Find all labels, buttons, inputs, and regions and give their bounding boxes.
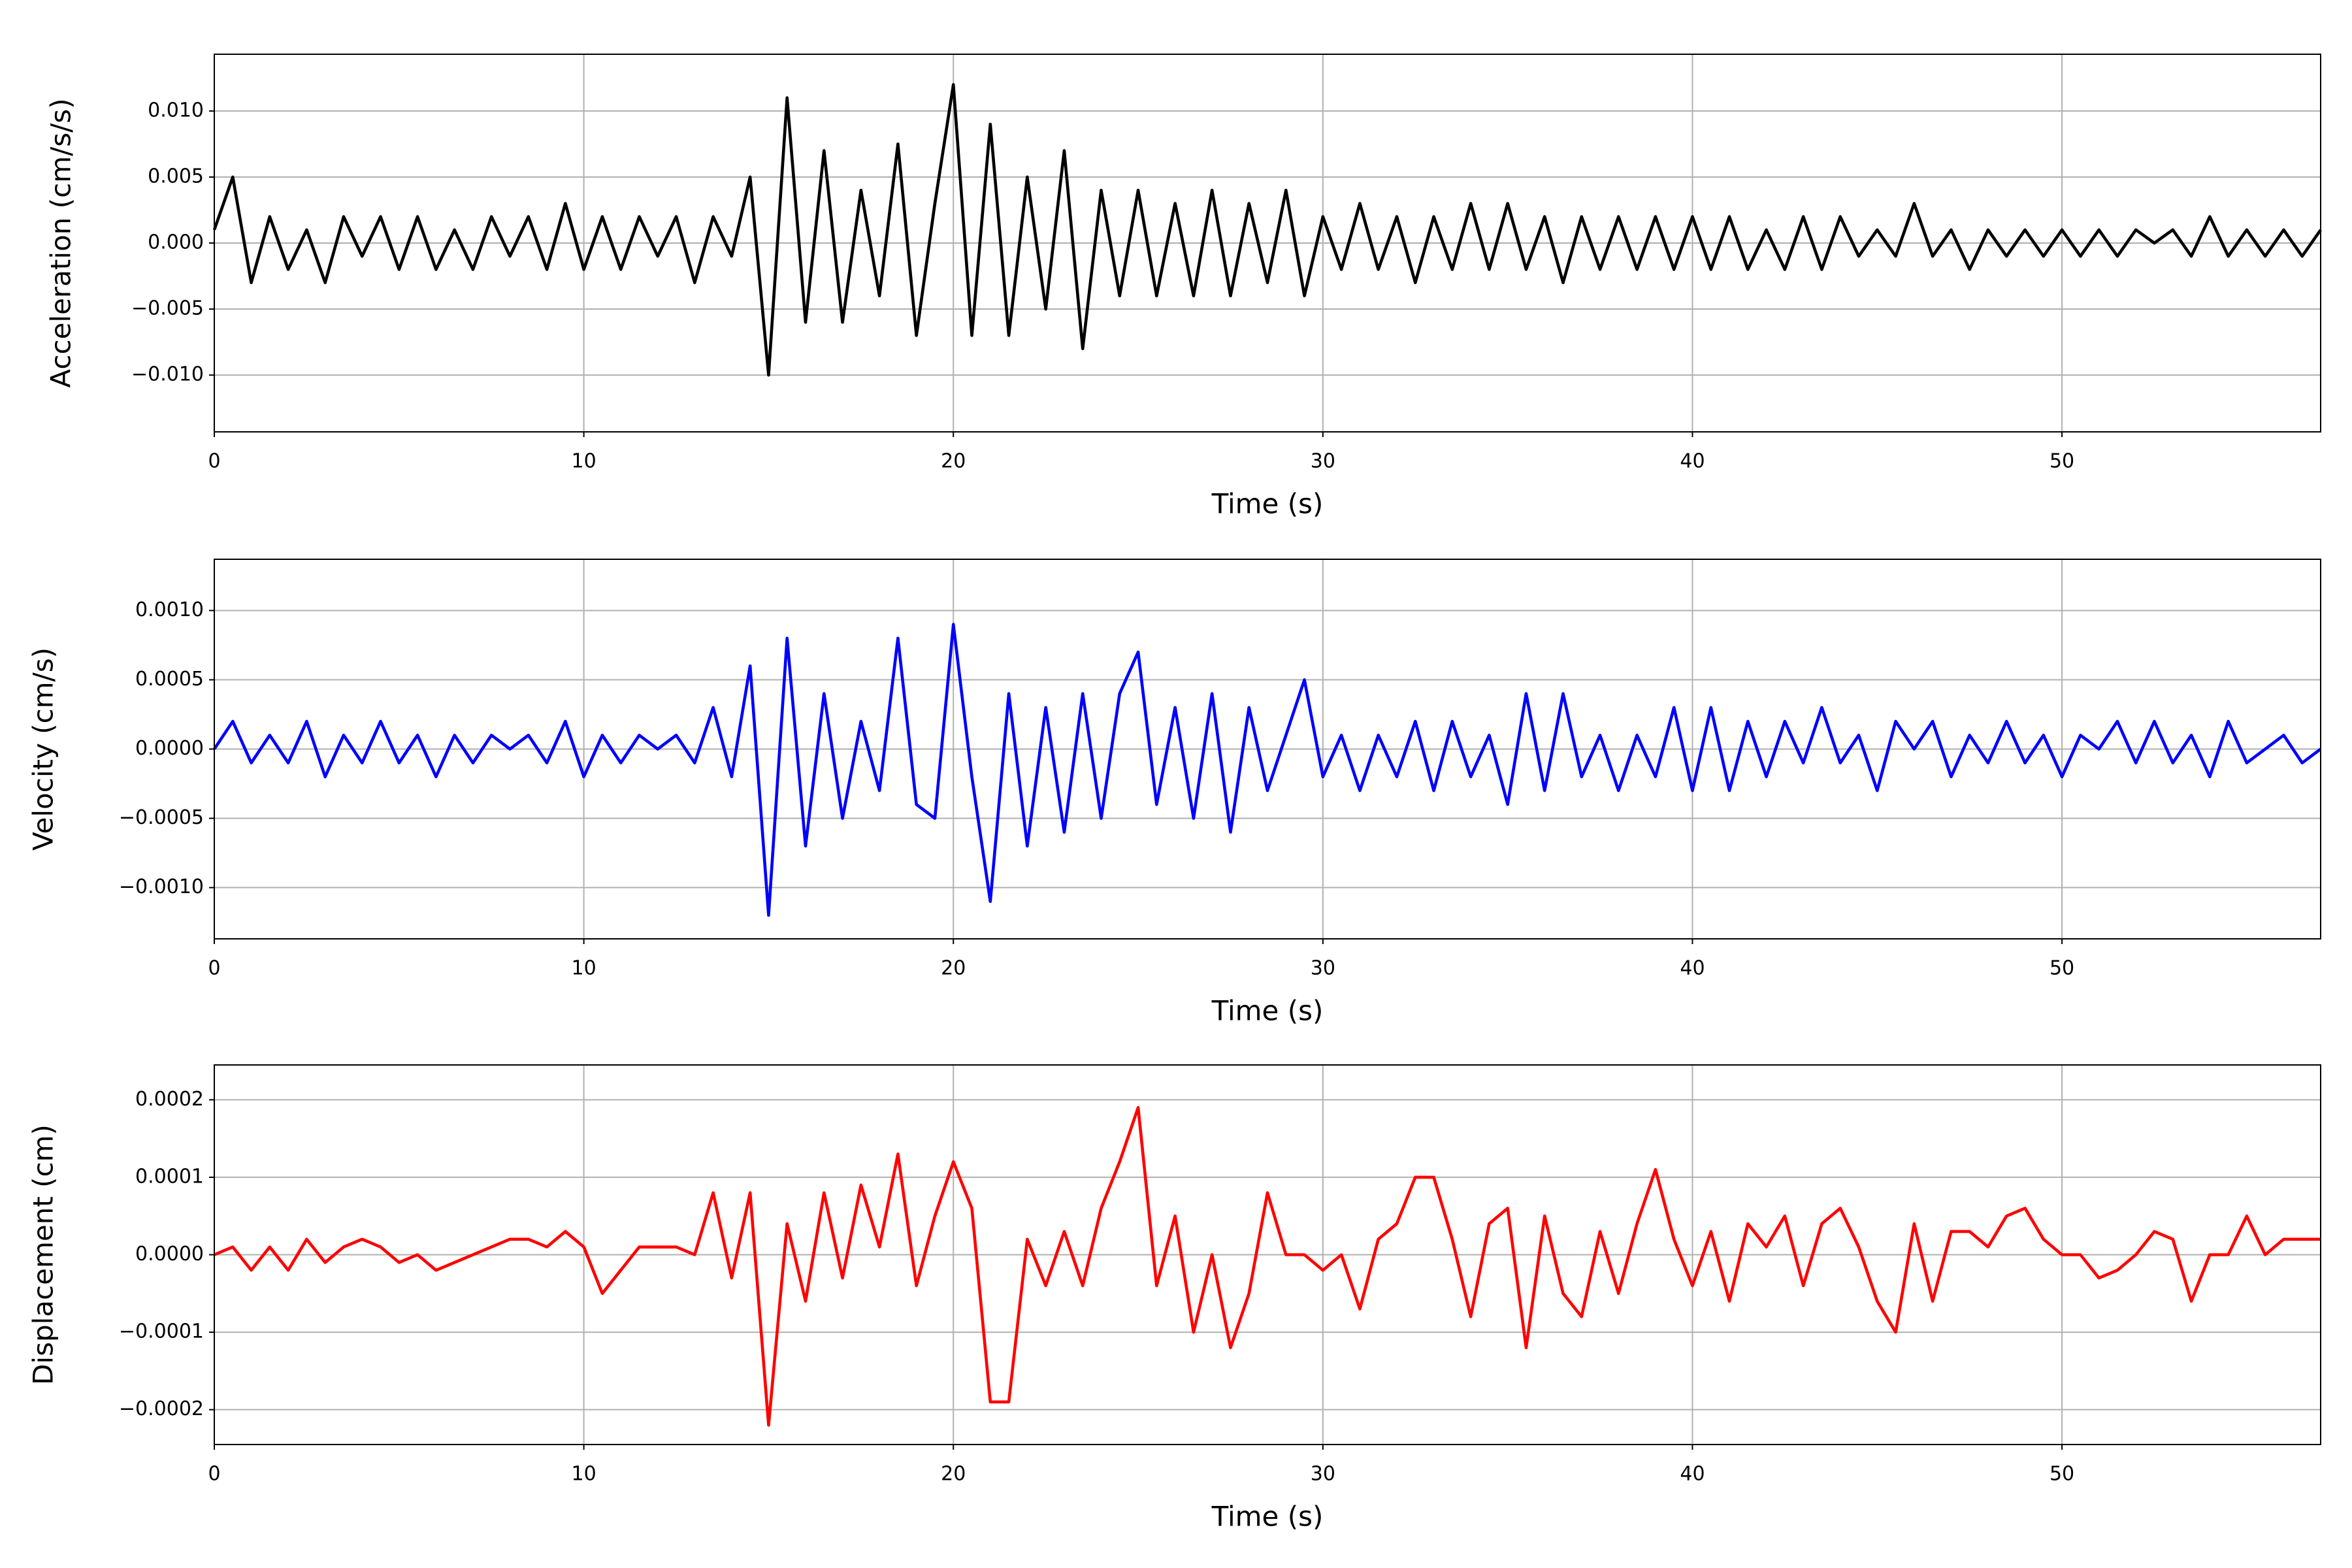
- y-tick-label: 0.0001: [135, 1165, 204, 1188]
- y-tick-label: 0.0000: [135, 1243, 204, 1266]
- x-axis-label: Time (s): [1211, 1501, 1324, 1533]
- y-tick-label: −0.005: [131, 297, 204, 320]
- y-tick-label: 0.0010: [135, 598, 204, 621]
- axes-frame: [214, 1064, 2321, 1445]
- x-tick-label: 0: [208, 1463, 220, 1486]
- y-axis-label: Acceleration (cm/s/s): [45, 98, 77, 387]
- x-tick-label: 40: [1680, 957, 1705, 980]
- y-tick-label: 0.0002: [135, 1088, 204, 1111]
- x-tick-label: 30: [1311, 450, 1335, 473]
- y-tick-label: 0.0005: [135, 668, 204, 691]
- x-tick-label: 50: [2050, 450, 2074, 473]
- x-axis-label: Time (s): [1211, 488, 1324, 520]
- y-axis-label: Velocity (cm/s): [27, 647, 59, 851]
- y-axis-label: Displacement (cm): [27, 1124, 59, 1385]
- x-tick-label: 20: [941, 450, 966, 473]
- y-tick-label: −0.0010: [119, 875, 204, 898]
- x-tick-label: 10: [572, 450, 596, 473]
- x-tick-label: 0: [208, 450, 220, 473]
- x-tick-label: 40: [1680, 450, 1705, 473]
- y-tick-label: −0.0005: [119, 806, 204, 829]
- signal-line: [213, 623, 2322, 917]
- x-axis-label: Time (s): [1211, 995, 1324, 1027]
- x-tick-label: 30: [1311, 1463, 1335, 1486]
- signal-line: [214, 1105, 2321, 1427]
- x-tick-label: 10: [572, 957, 596, 980]
- y-tick-label: 0.000: [148, 231, 204, 254]
- x-tick-label: 30: [1311, 957, 1335, 980]
- signal-line: [212, 83, 2322, 377]
- x-tick-label: 40: [1680, 1463, 1705, 1486]
- y-tick-label: −0.0002: [119, 1397, 204, 1420]
- y-tick-label: −0.0001: [119, 1320, 204, 1343]
- y-tick-label: 0.005: [148, 165, 204, 188]
- y-tick-label: 0.0000: [135, 737, 204, 760]
- axes-frame: [214, 54, 2321, 433]
- x-tick-label: 20: [941, 1463, 966, 1486]
- x-tick-label: 0: [208, 957, 220, 980]
- x-tick-label: 10: [572, 1463, 596, 1486]
- axes-frame: [214, 559, 2321, 939]
- y-tick-label: 0.010: [148, 99, 204, 122]
- x-tick-label: 50: [2050, 957, 2074, 980]
- x-tick-label: 50: [2050, 1463, 2074, 1486]
- x-tick-label: 20: [941, 957, 966, 980]
- y-tick-label: −0.010: [131, 363, 204, 386]
